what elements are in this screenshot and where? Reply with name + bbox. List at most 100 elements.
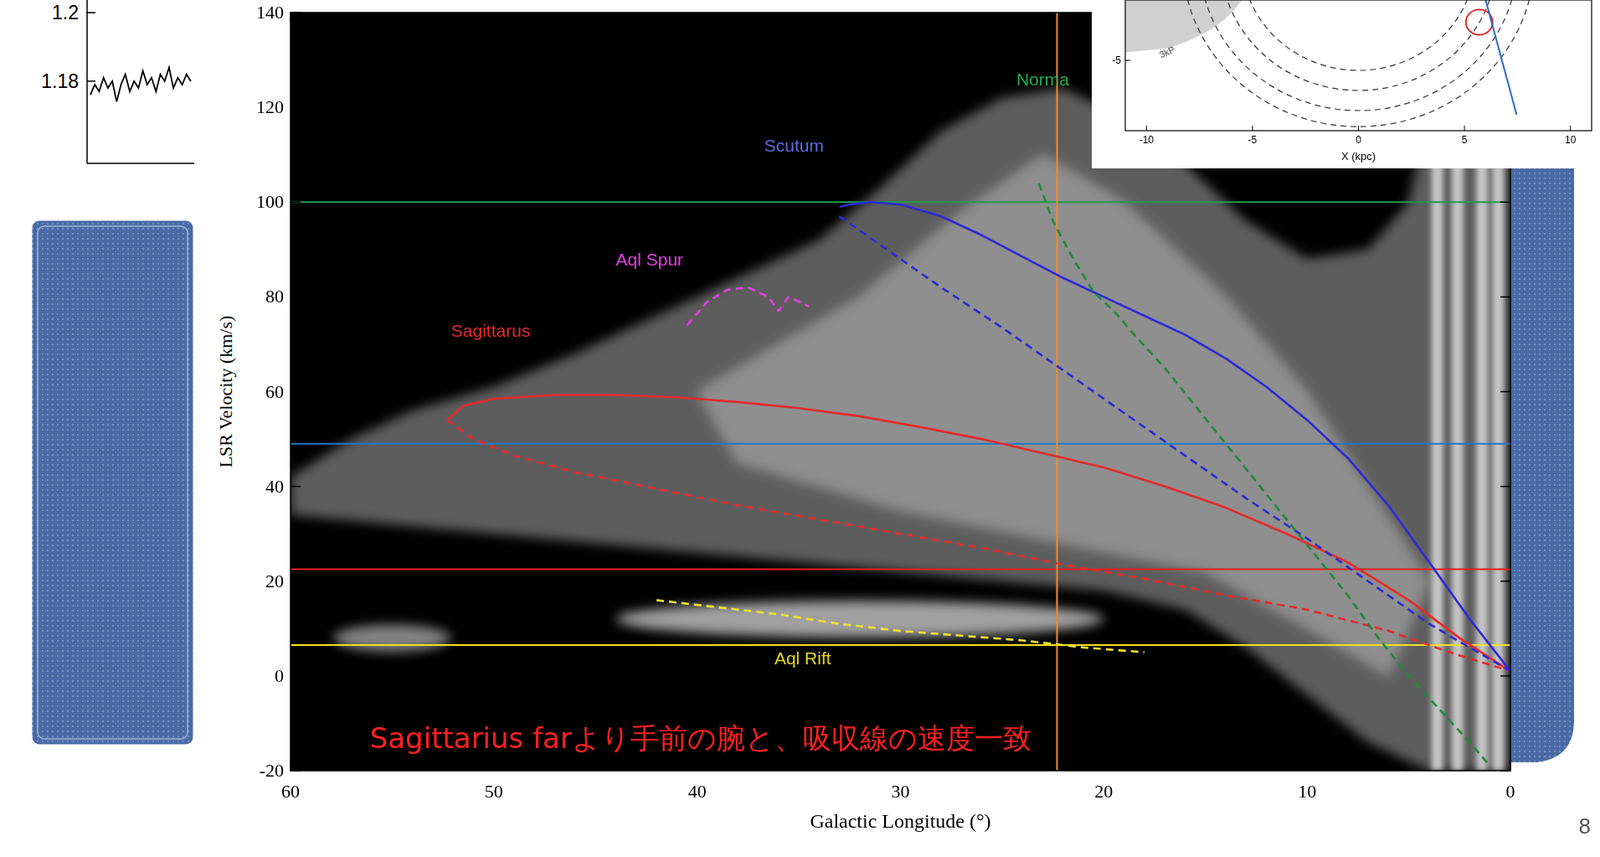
y-tick [290, 769, 301, 772]
x-tick-label: 0 [1506, 780, 1516, 802]
inset-arc [1199, 0, 1518, 111]
x-tick [1306, 760, 1308, 771]
y-tick [290, 674, 301, 677]
x-tick-label: 20 [1094, 780, 1113, 802]
x-tick-top [289, 12, 292, 23]
emission-rift [333, 624, 451, 652]
reference-hline [290, 200, 1511, 203]
annotation: Sagittarius farより手前の腕と、吸収線の速度一致 [370, 720, 1032, 755]
inset-arc [1182, 0, 1534, 127]
x-tick-label: 10 [1297, 780, 1317, 802]
inset-x-tick [1569, 125, 1571, 131]
annotations: Norma Scutum Aql Spur Sagittarus Aql Rift Sag… [370, 69, 1071, 755]
reference-hline [290, 643, 1511, 646]
y-tick-right [1500, 201, 1511, 204]
y-tick [290, 201, 301, 204]
spectrum-tick [87, 80, 96, 83]
inset-x-tick [1464, 125, 1466, 131]
spectrum: 1.2 1.18 [41, 0, 195, 164]
inset-x-tick-label: 5 [1461, 133, 1468, 146]
page-number: 8 [1579, 812, 1591, 839]
arm-curve [447, 395, 1511, 672]
inset-arc [1220, 0, 1497, 91]
spectrum-tick-label: 1.18 [41, 70, 79, 93]
arm-curve [687, 287, 810, 325]
annotation: Scutum [764, 135, 824, 155]
y-tick-label: 120 [256, 96, 284, 118]
inset-x-title: X (kpc) [1341, 149, 1376, 163]
y-tick-label: 140 [256, 1, 284, 23]
annotation: Aql Rift [774, 648, 832, 668]
y-tick-right [1500, 769, 1511, 772]
annotation: Sagittarus [451, 320, 531, 340]
left-panel [30, 219, 195, 746]
x-tick-label: 30 [891, 780, 911, 802]
emission-rift [616, 600, 1105, 638]
x-tick-label: 50 [484, 780, 504, 802]
y-tick [290, 580, 301, 582]
inset-x-tick [1146, 125, 1148, 131]
y-tick-right [1500, 296, 1511, 299]
inset-x-tick-label: 0 [1355, 133, 1362, 146]
x-tick-label: 40 [688, 780, 707, 802]
y-tick-label: 100 [256, 190, 284, 212]
inset-sightline [1485, 0, 1517, 115]
arm-curve [839, 216, 1511, 671]
y-tick-label: 80 [265, 285, 284, 307]
y-axis-title: LSR Velocity (km/s) [215, 315, 237, 469]
inset-background [1091, 0, 1600, 169]
y-tick [290, 485, 301, 488]
arm-curve [839, 201, 1511, 671]
annotation: Norma [1016, 69, 1070, 89]
y-tick [290, 296, 301, 299]
reference-hline [290, 442, 1511, 445]
x-tick [289, 760, 292, 771]
y-tick-right [1500, 580, 1511, 582]
slide: 1.2 1.18 Norma Scutum Aql Spur Sagittarus Aql … [0, 0, 1600, 857]
arm-curve [656, 599, 1145, 652]
inset-x-tick-label: 10 [1564, 133, 1577, 146]
y-tick-label: 20 [265, 570, 284, 592]
inset-y-tick [1125, 60, 1131, 62]
x-axis-title: Galactic Longitude (°) [809, 809, 991, 832]
inset-frame [1125, 0, 1592, 131]
y-tick-right [1500, 390, 1511, 393]
left-panel-border [37, 226, 188, 739]
inset-y-tick-label: -5 [1111, 54, 1122, 67]
spectrum-line [90, 67, 191, 103]
x-tick-top [493, 12, 495, 23]
inset-region [1125, 0, 1242, 52]
x-tick [900, 760, 902, 771]
y-tick [290, 106, 301, 109]
x-tick [1509, 760, 1512, 771]
x-tick [1103, 760, 1106, 771]
inset-x-tick-label: -10 [1139, 133, 1155, 146]
spectrum-axis [87, 162, 195, 165]
y-tick-label: 40 [265, 475, 284, 497]
spectrum-tick [87, 11, 96, 14]
emission-core [697, 154, 1430, 676]
x-tick [696, 760, 699, 771]
inset-x-tick [1358, 125, 1359, 131]
inset-arc [1241, 0, 1476, 71]
y-tick-right [1500, 674, 1511, 677]
y-tick-label: -20 [259, 759, 284, 781]
y-tick [290, 390, 301, 393]
annotation: Aql Spur [616, 249, 685, 269]
inset-area [1125, 0, 1535, 127]
y-tick-right [1500, 485, 1511, 488]
y-tick-label: 60 [265, 380, 284, 402]
arm-curve [447, 419, 1511, 671]
reference-vline [1055, 12, 1058, 771]
arm-curve [1039, 183, 1491, 767]
inset-x-tick [1251, 125, 1253, 131]
inset-region-label: 3kP [1157, 44, 1177, 61]
x-tick-top [696, 12, 699, 23]
spectrum-tick-label: 1.2 [51, 1, 79, 24]
y-tick-label: 0 [274, 664, 284, 686]
x-tick-top [900, 12, 902, 23]
inset-map: 3kP-10-50510-5X (kpc) [1091, 0, 1600, 169]
x-tick [493, 760, 495, 771]
x-tick-label: 60 [281, 780, 300, 802]
y-tick [290, 11, 301, 14]
